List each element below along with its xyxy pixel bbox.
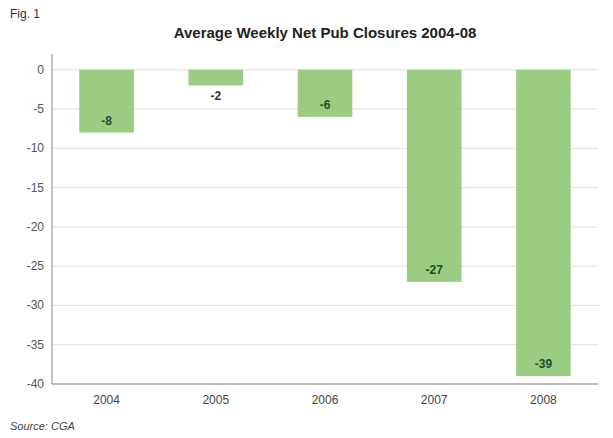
grid: [52, 70, 598, 384]
bar: [516, 70, 571, 376]
fig-label: Fig. 1: [10, 7, 40, 21]
data-label: -8: [101, 114, 112, 128]
data-label: -2: [210, 89, 221, 103]
bar: [298, 70, 353, 117]
y-tick-label: -5: [33, 102, 44, 116]
y-tick-label: 0: [37, 63, 44, 77]
chart-svg: Fig. 1 Source: CGA Average Weekly Net Pub …: [0, 0, 613, 438]
y-tick-label: -15: [27, 181, 45, 195]
bars: [79, 70, 570, 376]
chart-container: Fig. 1 Source: CGA Average Weekly Net Pub …: [0, 0, 613, 438]
x-axis-line: [52, 384, 598, 385]
data-label: -27: [426, 263, 444, 277]
x-tick-label: 2004: [93, 393, 120, 407]
bar: [79, 70, 134, 133]
y-tick-label: -10: [27, 141, 45, 155]
y-tick-label: -35: [27, 338, 45, 352]
x-tick-label: 2006: [312, 393, 339, 407]
x-tick-label: 2008: [530, 393, 557, 407]
x-tick-label: 2007: [421, 393, 448, 407]
bar: [189, 70, 244, 86]
source-note: Source: CGA: [10, 420, 75, 432]
grid-line: [52, 384, 598, 385]
y-tick-label: -40: [27, 377, 45, 391]
data-label: -39: [535, 357, 553, 371]
x-tick-label: 2005: [202, 393, 229, 407]
data-label: -6: [320, 98, 331, 112]
y-tick-label: -20: [27, 220, 45, 234]
chart-title: Average Weekly Net Pub Closures 2004-08: [174, 24, 477, 41]
y-axis-line: [52, 54, 53, 384]
y-tick-label: -25: [27, 259, 45, 273]
bar: [407, 70, 462, 282]
y-tick-label: -30: [27, 298, 45, 312]
